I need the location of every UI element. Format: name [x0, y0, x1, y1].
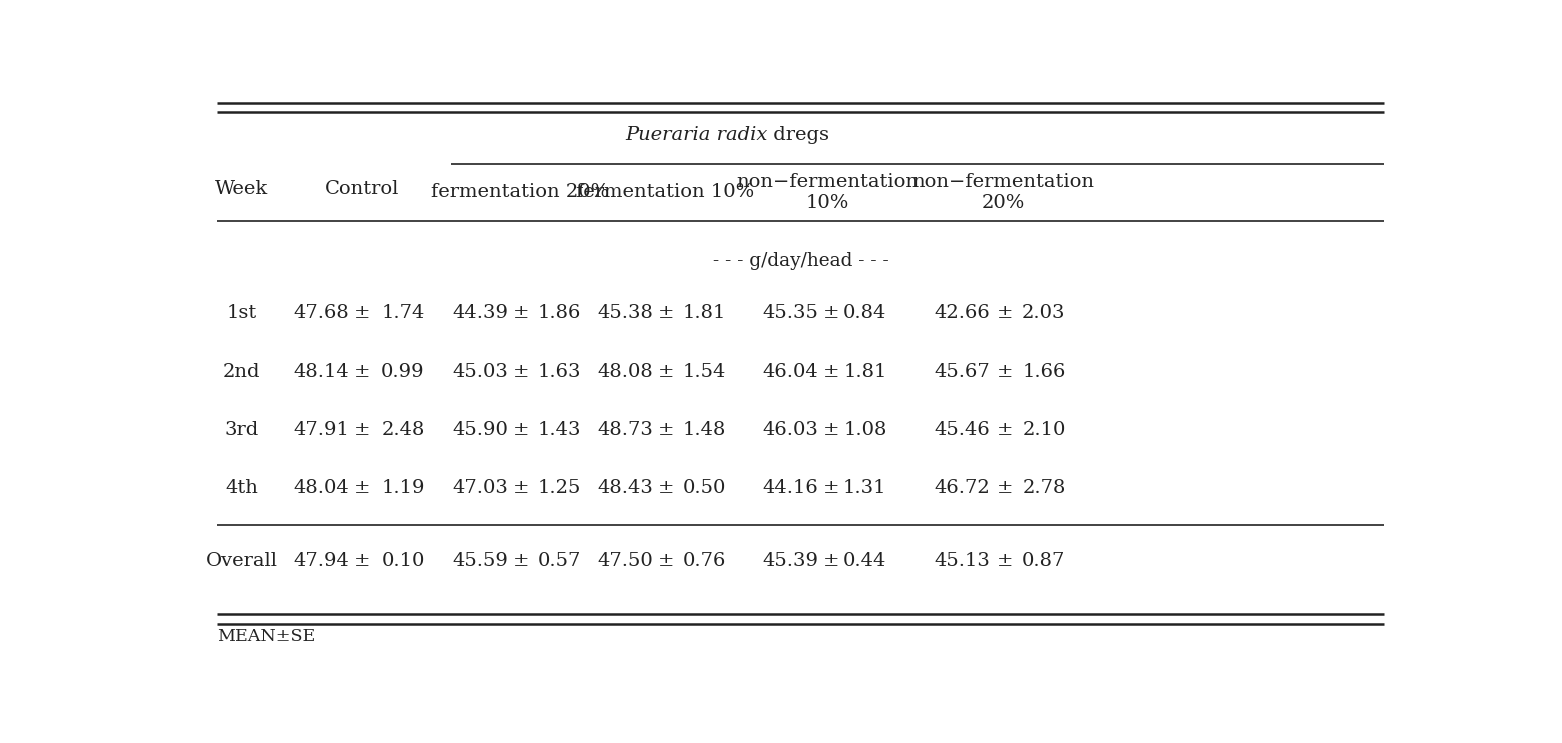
Text: Pueraria radix: Pueraria radix: [625, 126, 767, 144]
Text: ±: ±: [658, 479, 673, 498]
Text: 48.04: 48.04: [294, 479, 350, 498]
Text: 1st: 1st: [226, 305, 256, 322]
Text: 2.48: 2.48: [381, 421, 425, 439]
Text: ±: ±: [997, 479, 1014, 498]
Text: 0.76: 0.76: [683, 552, 726, 570]
Text: 1.25: 1.25: [537, 479, 581, 498]
Text: 2nd: 2nd: [223, 363, 261, 380]
Text: 2.03: 2.03: [1022, 305, 1065, 322]
Text: 0.87: 0.87: [1022, 552, 1065, 570]
Text: 48.73: 48.73: [597, 421, 653, 439]
Text: 1.43: 1.43: [537, 421, 581, 439]
Text: 0.10: 0.10: [381, 552, 425, 570]
Text: ±: ±: [823, 363, 839, 380]
Text: ±: ±: [658, 421, 673, 439]
Text: 1.08: 1.08: [843, 421, 887, 439]
Text: 0.99: 0.99: [381, 363, 425, 380]
Text: fermentation 20%: fermentation 20%: [431, 183, 609, 201]
Text: 46.04: 46.04: [762, 363, 818, 380]
Text: ±: ±: [512, 305, 530, 322]
Text: 0.57: 0.57: [537, 552, 581, 570]
Text: ±: ±: [997, 305, 1014, 322]
Text: 4th: 4th: [225, 479, 258, 498]
Text: ±: ±: [823, 305, 839, 322]
Text: 3rd: 3rd: [225, 421, 259, 439]
Text: 46.03: 46.03: [762, 421, 818, 439]
Text: 0.84: 0.84: [843, 305, 887, 322]
Text: ±: ±: [512, 552, 530, 570]
Text: ±: ±: [658, 305, 673, 322]
Text: 42.66: 42.66: [934, 305, 990, 322]
Text: ±: ±: [658, 363, 673, 380]
Text: ±: ±: [997, 363, 1014, 380]
Text: ±: ±: [353, 305, 370, 322]
Text: 44.16: 44.16: [762, 479, 818, 498]
Text: 45.46: 45.46: [934, 421, 990, 439]
Text: MEAN±SE: MEAN±SE: [217, 629, 316, 645]
Text: 0.50: 0.50: [683, 479, 726, 498]
Text: 46.72: 46.72: [934, 479, 990, 498]
Text: 47.03: 47.03: [453, 479, 508, 498]
Text: ±: ±: [997, 421, 1014, 439]
Text: 0.44: 0.44: [843, 552, 887, 570]
Text: 47.50: 47.50: [598, 552, 653, 570]
Text: ±: ±: [823, 479, 839, 498]
Text: 48.14: 48.14: [294, 363, 350, 380]
Text: 1.63: 1.63: [537, 363, 581, 380]
Text: 1.86: 1.86: [537, 305, 581, 322]
Text: ±: ±: [353, 552, 370, 570]
Text: 1.81: 1.81: [843, 363, 887, 380]
Text: 1.54: 1.54: [683, 363, 726, 380]
Text: 2.10: 2.10: [1022, 421, 1065, 439]
Text: 45.39: 45.39: [762, 552, 818, 570]
Text: 45.90: 45.90: [453, 421, 508, 439]
Text: ±: ±: [353, 421, 370, 439]
Text: dregs: dregs: [767, 126, 829, 144]
Text: 1.81: 1.81: [683, 305, 726, 322]
Text: ±: ±: [658, 552, 673, 570]
Text: 45.03: 45.03: [453, 363, 508, 380]
Text: 1.66: 1.66: [1022, 363, 1065, 380]
Text: 1.19: 1.19: [381, 479, 425, 498]
Text: 1.74: 1.74: [381, 305, 425, 322]
Text: 48.43: 48.43: [597, 479, 653, 498]
Text: 45.67: 45.67: [934, 363, 990, 380]
Text: Week: Week: [216, 181, 269, 198]
Text: Overall: Overall: [206, 552, 278, 570]
Text: ±: ±: [512, 363, 530, 380]
Text: ±: ±: [512, 479, 530, 498]
Text: 45.35: 45.35: [762, 305, 818, 322]
Text: 1.48: 1.48: [683, 421, 726, 439]
Text: ±: ±: [823, 552, 839, 570]
Text: 2.78: 2.78: [1022, 479, 1065, 498]
Text: 45.59: 45.59: [453, 552, 508, 570]
Text: 1.31: 1.31: [843, 479, 887, 498]
Text: 45.13: 45.13: [934, 552, 990, 570]
Text: non−fermentation
10%: non−fermentation 10%: [737, 172, 918, 212]
Text: 48.08: 48.08: [598, 363, 653, 380]
Text: 45.38: 45.38: [597, 305, 653, 322]
Text: ±: ±: [353, 363, 370, 380]
Text: 47.94: 47.94: [294, 552, 350, 570]
Text: 47.91: 47.91: [294, 421, 350, 439]
Text: 47.68: 47.68: [294, 305, 350, 322]
Text: non−fermentation
20%: non−fermentation 20%: [912, 172, 1095, 212]
Text: ±: ±: [823, 421, 839, 439]
Text: fermentation 10%: fermentation 10%: [576, 183, 754, 201]
Text: Control: Control: [325, 181, 400, 198]
Text: ±: ±: [512, 421, 530, 439]
Text: 44.39: 44.39: [453, 305, 509, 322]
Text: - - - g/day/head - - -: - - - g/day/head - - -: [712, 252, 889, 270]
Text: ±: ±: [353, 479, 370, 498]
Text: ±: ±: [997, 552, 1014, 570]
